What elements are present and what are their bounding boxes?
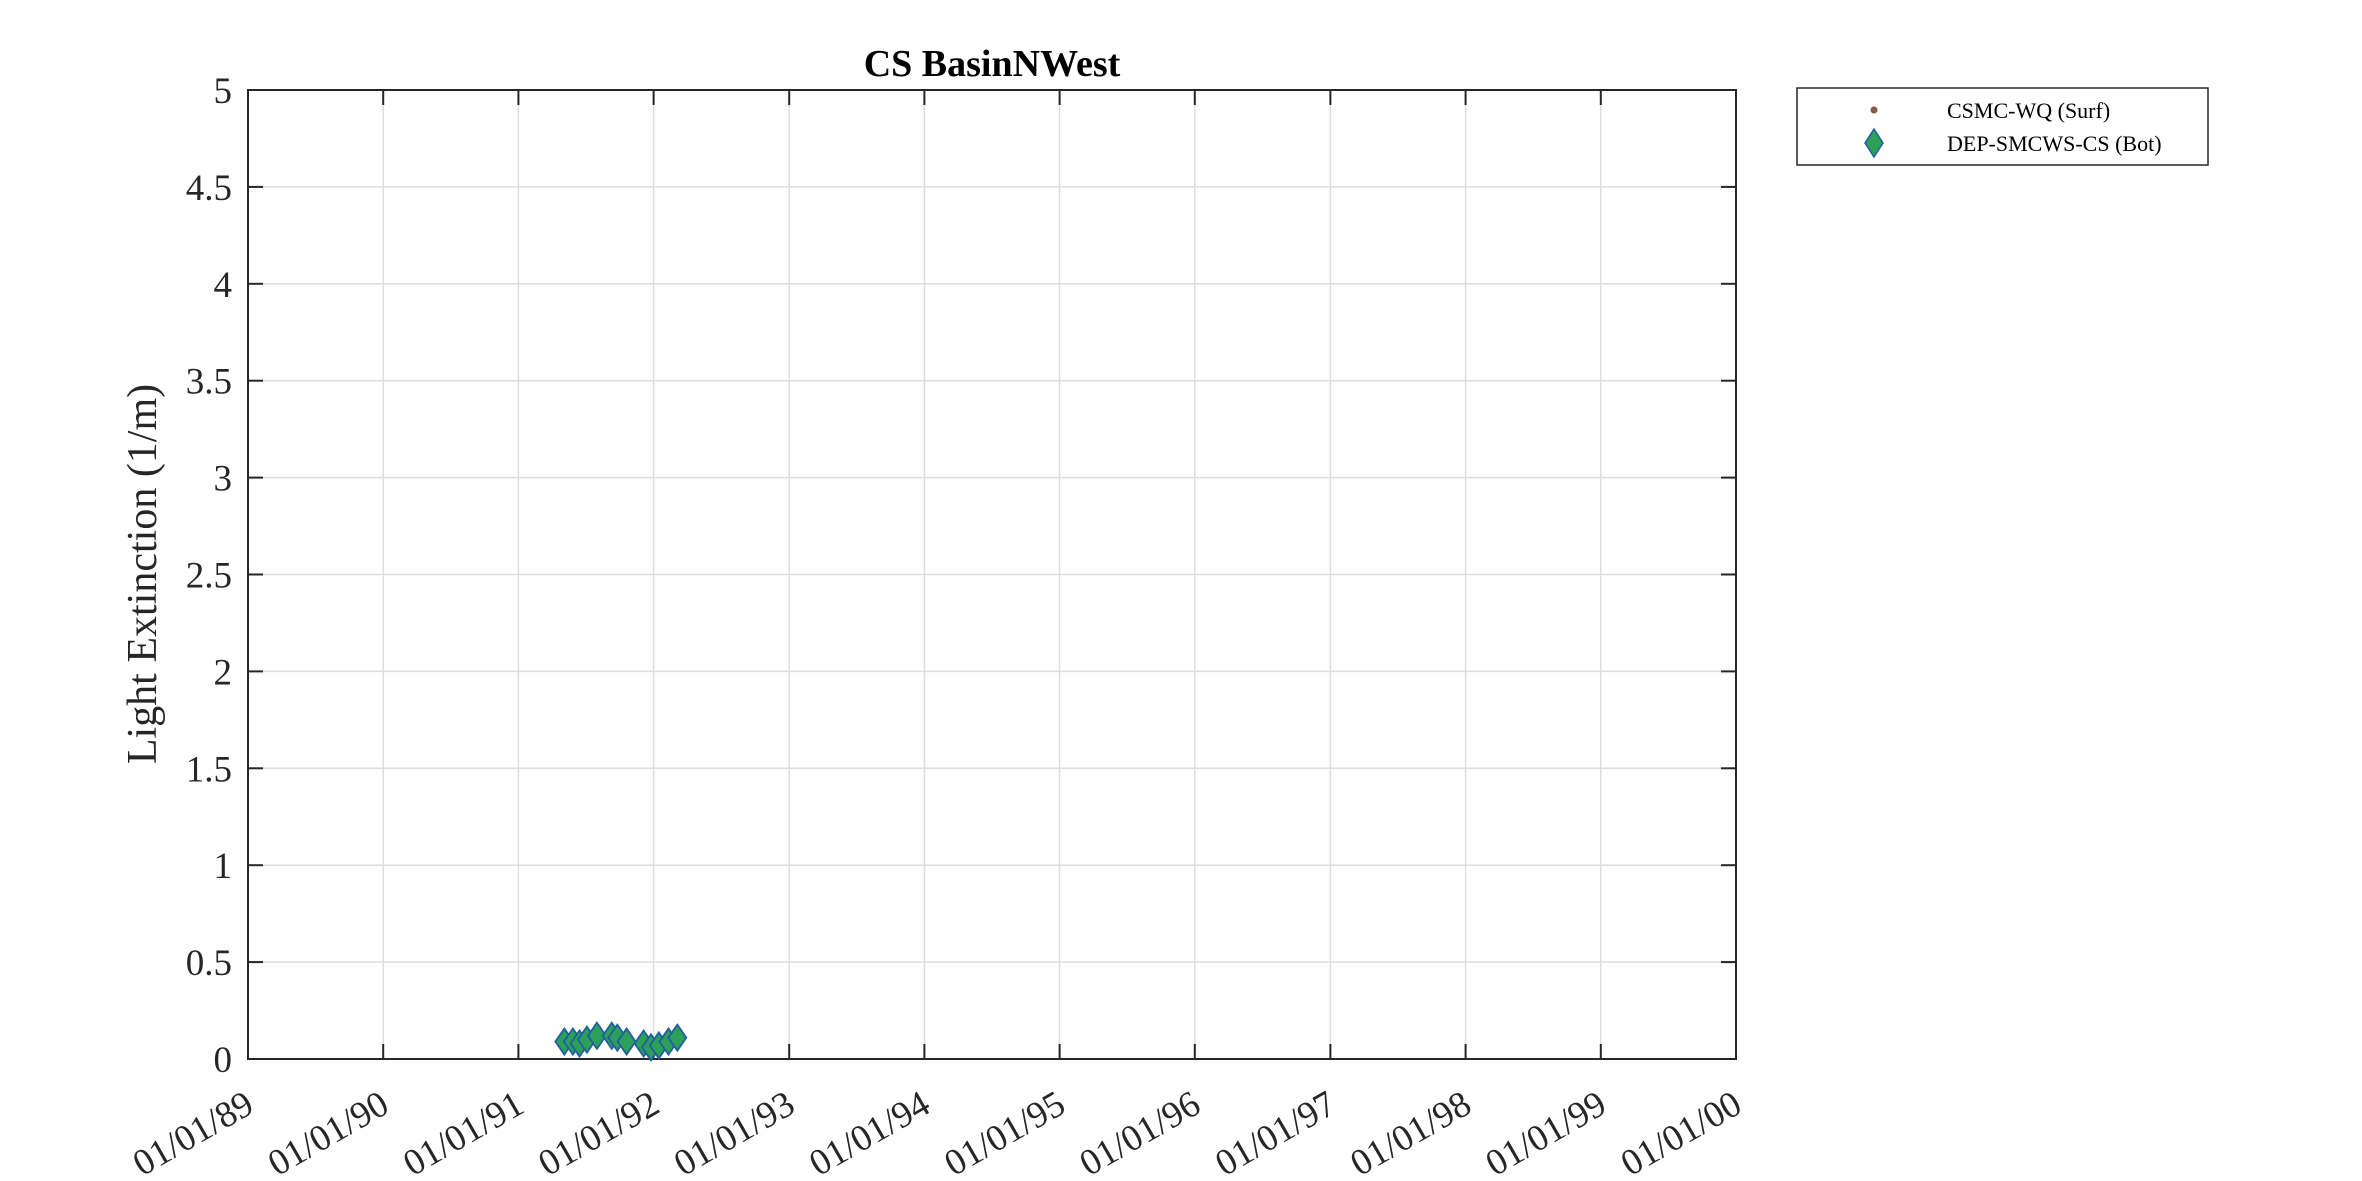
data-points	[554, 1021, 688, 1062]
x-tick-label: 01/01/96	[1073, 1083, 1207, 1181]
data-point-series-1	[586, 1021, 608, 1051]
grid-lines	[247, 89, 1737, 1060]
x-tick-label: 01/01/97	[1208, 1083, 1342, 1181]
x-tick-label: 01/01/00	[1614, 1083, 1748, 1181]
x-tick-label: 01/01/98	[1344, 1083, 1478, 1181]
y-tick-labels: 0 0.5 1 1.5 2 2.5 3 3.5 4 4.5 5	[186, 71, 232, 1081]
x-tick-label: 01/01/92	[532, 1083, 666, 1181]
data-point-series-1	[667, 1023, 688, 1053]
y-tick-label: 1.5	[186, 749, 232, 790]
x-tick-label: 01/01/99	[1479, 1083, 1613, 1181]
y-tick-label: 2	[214, 652, 233, 693]
x-tick-label: 01/01/89	[126, 1083, 260, 1181]
legend: CSMC-WQ (Surf) DEP-SMCWS-CS (Bot)	[1796, 87, 2209, 166]
legend-box	[1796, 87, 2209, 166]
x-tick-label: 01/01/95	[938, 1083, 1072, 1181]
plot-area-frame	[247, 89, 1737, 1060]
x-tick-label: 01/01/91	[396, 1083, 530, 1181]
legend-entry-bot: DEP-SMCWS-CS (Bot)	[1947, 131, 2162, 156]
y-tick-label: 3	[214, 459, 233, 500]
y-tick-label: 5	[214, 71, 233, 112]
y-tick-label: 1	[214, 846, 233, 887]
y-tick-label: 2.5	[186, 556, 232, 597]
y-tick-label: 4.5	[186, 168, 232, 209]
y-axis-label: Light Extinction (1/m)	[120, 384, 166, 764]
y-tick-label: 3.5	[186, 362, 232, 403]
chart-title: CS BasinNWest	[864, 43, 1121, 85]
y-tick-label: 4	[214, 265, 233, 306]
legend-marker-surf	[1870, 106, 1878, 114]
x-tick-label: 01/01/93	[667, 1083, 801, 1181]
y-tick-label: 0.5	[186, 943, 232, 984]
x-tick-labels: 01/01/89 01/01/90 01/01/91 01/01/92 01/01/93…	[126, 1083, 1748, 1181]
legend-marker-bot	[1864, 127, 1884, 159]
y-tick-label: 0	[214, 1040, 233, 1081]
legend-entry-surf: CSMC-WQ (Surf)	[1947, 98, 2110, 123]
data-point-series-1	[616, 1026, 637, 1057]
x-tick-label: 01/01/94	[802, 1083, 936, 1181]
x-tick-label: 01/01/90	[261, 1083, 395, 1181]
